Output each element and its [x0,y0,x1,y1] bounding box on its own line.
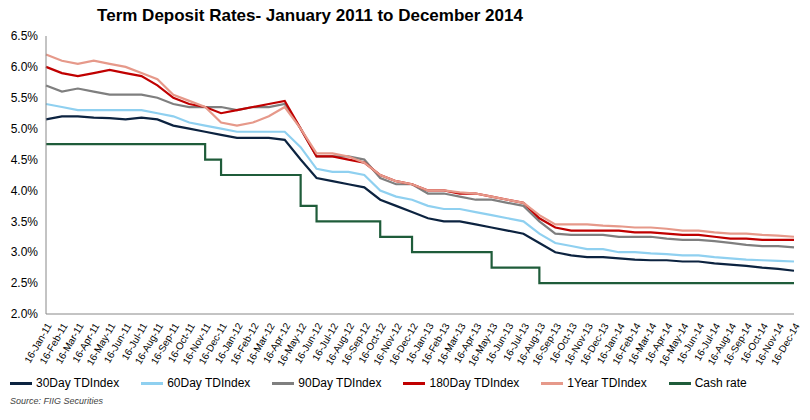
svg-text:16-Mar-14: 16-Mar-14 [626,321,659,367]
svg-text:16-Dec-13: 16-Dec-13 [578,321,611,367]
svg-text:16-Jan-14: 16-Jan-14 [594,321,627,366]
svg-text:16-May-11: 16-May-11 [84,321,118,368]
svg-text:16-Mar-11: 16-Mar-11 [53,321,86,366]
svg-text:4.5%: 4.5% [11,153,39,167]
svg-text:16-May-14: 16-May-14 [657,321,691,368]
svg-text:16-Feb-13: 16-Feb-13 [419,321,452,367]
svg-text:16-Feb-11: 16-Feb-11 [37,321,70,366]
svg-text:16-Aug-12: 16-Aug-12 [323,321,357,367]
svg-text:16-Apr-11: 16-Apr-11 [70,321,102,365]
svg-text:16-Mar-13: 16-Mar-13 [435,321,468,367]
svg-text:16-Dec-11: 16-Dec-11 [196,321,229,367]
svg-text:16-Dec-12: 16-Dec-12 [387,321,420,367]
svg-text:16-Sep-12: 16-Sep-12 [339,321,373,367]
svg-text:16-Oct-11: 16-Oct-11 [165,321,198,365]
svg-text:16-Jun-11: 16-Jun-11 [101,321,134,365]
svg-text:16-Jan-12: 16-Jan-12 [212,321,245,366]
svg-text:3.0%: 3.0% [11,245,39,259]
svg-text:6.5%: 6.5% [11,29,39,43]
svg-text:16-May-12: 16-May-12 [275,321,309,368]
svg-text:16-Aug-14: 16-Aug-14 [705,321,739,367]
svg-text:16-Dec-14: 16-Dec-14 [769,321,802,367]
svg-text:16-Sep-11: 16-Sep-11 [148,321,182,367]
svg-text:16-Oct-12: 16-Oct-12 [356,321,389,366]
svg-text:16-Jan-11: 16-Jan-11 [22,321,54,365]
svg-text:16-Oct-13: 16-Oct-13 [547,321,580,366]
html-text:1Year TDIndex: 1Year TDIndex [567,376,647,390]
svg-text:5.0%: 5.0% [11,122,39,136]
svg-text:4.0%: 4.0% [11,184,39,198]
svg-text:2.0%: 2.0% [11,307,39,321]
svg-text:16-Aug-11: 16-Aug-11 [132,321,166,367]
svg-text:16-Nov-11: 16-Nov-11 [180,321,213,367]
html-text:Cash rate: Cash rate [694,376,747,390]
svg-text:16-Aug-13: 16-Aug-13 [514,321,548,367]
svg-text:16-Apr-12: 16-Apr-12 [260,321,293,366]
svg-text:16-Feb-14: 16-Feb-14 [610,321,643,367]
html-text:90Day TDIndex: 90Day TDIndex [298,376,382,390]
svg-text:16-May-13: 16-May-13 [466,321,500,368]
svg-text:16-Jul-11: 16-Jul-11 [119,321,150,362]
html-text:60Day TDIndex: 60Day TDIndex [167,376,251,390]
svg-text:16-Apr-14: 16-Apr-14 [642,321,675,366]
svg-text:6.0%: 6.0% [11,60,39,74]
html-text:Term Deposit Rates- January 20: Term Deposit Rates- January 2011 to Dece… [97,6,523,25]
svg-text:2.5%: 2.5% [11,276,39,290]
svg-text:16-Nov-13: 16-Nov-13 [562,321,595,367]
svg-text:16-Nov-14: 16-Nov-14 [753,321,786,367]
svg-text:16-Jul-14: 16-Jul-14 [691,321,723,363]
svg-text:16-Oct-14: 16-Oct-14 [738,321,771,366]
html-text:180Day TDIndex: 180Day TDIndex [429,376,520,390]
svg-text:16-Jul-12: 16-Jul-12 [310,321,341,363]
svg-text:16-Sep-13: 16-Sep-13 [530,321,564,367]
svg-text:16-Nov-12: 16-Nov-12 [371,321,404,367]
svg-text:16-Jun-13: 16-Jun-13 [483,321,516,366]
html-text:Source: FIIG Securities: Source: FIIG Securities [10,396,103,406]
html-text:30Day TDIndex: 30Day TDIndex [36,376,120,390]
svg-text:16-Feb-12: 16-Feb-12 [228,321,261,367]
svg-text:16-Jan-13: 16-Jan-13 [403,321,436,366]
svg-text:16-Jun-12: 16-Jun-12 [292,321,325,366]
svg-text:5.5%: 5.5% [11,91,39,105]
svg-text:16-Jun-14: 16-Jun-14 [674,321,707,366]
svg-text:16-Sep-14: 16-Sep-14 [721,321,755,367]
svg-text:16-Mar-12: 16-Mar-12 [244,321,277,367]
svg-text:3.5%: 3.5% [11,215,39,229]
svg-text:16-Jul-13: 16-Jul-13 [500,321,532,363]
svg-text:16-Apr-13: 16-Apr-13 [451,321,484,366]
